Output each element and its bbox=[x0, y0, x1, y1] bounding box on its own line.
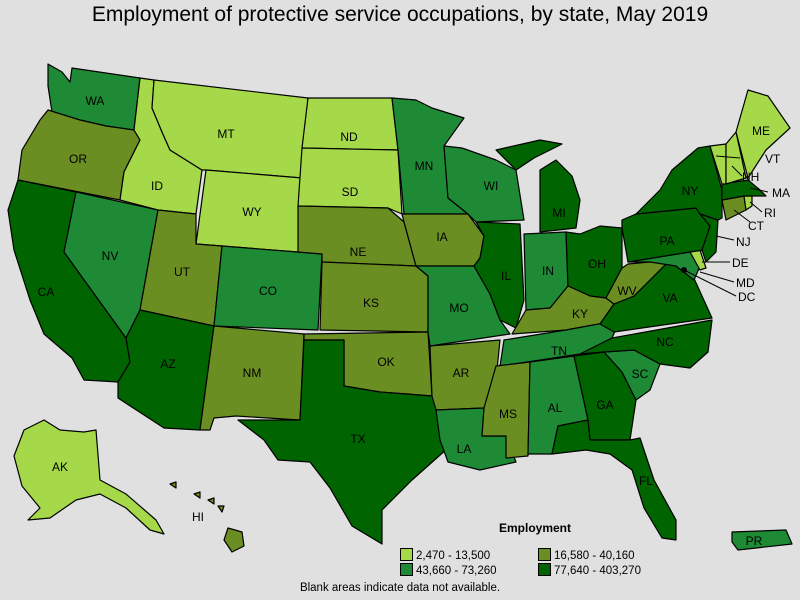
state-ny[interactable] bbox=[635, 145, 723, 221]
label-ny: NY bbox=[682, 184, 699, 198]
leader-vt bbox=[715, 155, 741, 159]
label-ut: UT bbox=[174, 265, 191, 279]
leader-nh bbox=[731, 165, 743, 177]
label-tx: TX bbox=[350, 432, 365, 446]
label-nc: NC bbox=[656, 335, 674, 349]
dc-marker[interactable] bbox=[681, 267, 687, 273]
map-title: Employment of protective service occupat… bbox=[91, 3, 709, 26]
label-wv: WV bbox=[617, 284, 636, 298]
leader-ri bbox=[749, 201, 763, 213]
label-wa: WA bbox=[86, 94, 105, 108]
state-hi[interactable] bbox=[169, 481, 245, 553]
footnote: Blank areas indicate data not available. bbox=[299, 582, 501, 594]
label-sc: SC bbox=[632, 367, 649, 381]
label-al: AL bbox=[548, 401, 563, 415]
label-mt: MT bbox=[217, 127, 235, 141]
label-ak: AK bbox=[52, 460, 68, 474]
label-md: MD bbox=[736, 276, 755, 290]
label-ia: IA bbox=[436, 230, 447, 244]
label-nh: NH bbox=[742, 170, 759, 184]
legend-swatch bbox=[538, 563, 551, 576]
state-tx[interactable] bbox=[237, 339, 449, 545]
leader-ma bbox=[749, 187, 769, 193]
label-ky: KY bbox=[572, 307, 588, 321]
label-dc: DC bbox=[738, 290, 756, 304]
label-il: IL bbox=[501, 269, 511, 283]
state-sd[interactable] bbox=[297, 147, 403, 215]
state-ak[interactable] bbox=[13, 419, 165, 535]
legend-title: Employment bbox=[498, 521, 571, 535]
legend-item-bin-1: 2,470 - 13,500 bbox=[400, 548, 490, 562]
leader-nj bbox=[715, 235, 735, 241]
label-mi: MI bbox=[552, 206, 565, 220]
state-labels: WA OR CA NV ID MT WY UT AZ CO NM ND SD N… bbox=[38, 94, 790, 548]
label-tn: TN bbox=[551, 344, 567, 358]
leader-ct bbox=[733, 209, 751, 223]
label-pa: PA bbox=[659, 234, 674, 248]
legend-label: 77,640 - 403,270 bbox=[554, 565, 641, 577]
legend-swatch bbox=[400, 563, 413, 576]
label-ne: NE bbox=[350, 245, 367, 259]
label-ca: CA bbox=[38, 285, 55, 299]
label-hi: HI bbox=[192, 510, 204, 524]
label-az: AZ bbox=[160, 357, 175, 371]
legend-label: 2,470 - 13,500 bbox=[416, 550, 491, 562]
label-nd: ND bbox=[340, 130, 358, 144]
label-pr: PR bbox=[746, 534, 763, 548]
state-co[interactable] bbox=[213, 245, 323, 331]
state-nc[interactable] bbox=[579, 319, 713, 369]
label-ok: OK bbox=[377, 355, 394, 369]
label-or: OR bbox=[69, 152, 87, 166]
state-mi[interactable] bbox=[495, 139, 581, 233]
legend-item-bin-4: 77,640 - 403,270 bbox=[538, 563, 641, 577]
state-pr[interactable] bbox=[731, 529, 793, 551]
state-ma[interactable] bbox=[721, 179, 767, 201]
legend-swatch bbox=[538, 548, 551, 561]
leader-md bbox=[699, 271, 735, 283]
legend-label: 43,660 - 73,260 bbox=[416, 565, 497, 577]
label-co: CO bbox=[259, 284, 277, 298]
label-mn: MN bbox=[415, 159, 434, 173]
label-ga: GA bbox=[596, 398, 613, 412]
legend-label: 16,580 - 40,160 bbox=[554, 550, 635, 562]
label-id: ID bbox=[151, 179, 163, 193]
label-nm: NM bbox=[243, 366, 262, 380]
label-mo: MO bbox=[449, 301, 468, 315]
state-wi[interactable] bbox=[443, 145, 525, 223]
label-sd: SD bbox=[342, 185, 359, 199]
label-vt: VT bbox=[765, 152, 781, 166]
state-il[interactable] bbox=[473, 221, 525, 329]
label-ar: AR bbox=[453, 366, 470, 380]
label-ms: MS bbox=[499, 407, 517, 421]
label-ct: CT bbox=[748, 219, 765, 233]
label-nv: NV bbox=[102, 249, 119, 263]
leader-dc bbox=[683, 269, 737, 297]
state-me[interactable] bbox=[735, 89, 791, 179]
label-oh: OH bbox=[588, 257, 606, 271]
label-wy: WY bbox=[242, 205, 261, 219]
label-ma: MA bbox=[772, 186, 790, 200]
label-nj: NJ bbox=[736, 235, 751, 249]
legend-item-bin-3: 43,660 - 73,260 bbox=[400, 563, 497, 577]
label-va: VA bbox=[662, 291, 677, 305]
label-ks: KS bbox=[363, 296, 379, 310]
label-la: LA bbox=[457, 442, 472, 456]
label-fl: FL bbox=[639, 474, 653, 488]
label-me: ME bbox=[752, 124, 770, 138]
label-de: DE bbox=[732, 256, 749, 270]
label-in: IN bbox=[542, 264, 554, 278]
label-wi: WI bbox=[484, 179, 499, 193]
legend-swatch bbox=[400, 548, 413, 561]
label-ri: RI bbox=[764, 206, 776, 220]
state-fl[interactable] bbox=[551, 419, 677, 541]
legend-item-bin-2: 16,580 - 40,160 bbox=[538, 548, 635, 562]
